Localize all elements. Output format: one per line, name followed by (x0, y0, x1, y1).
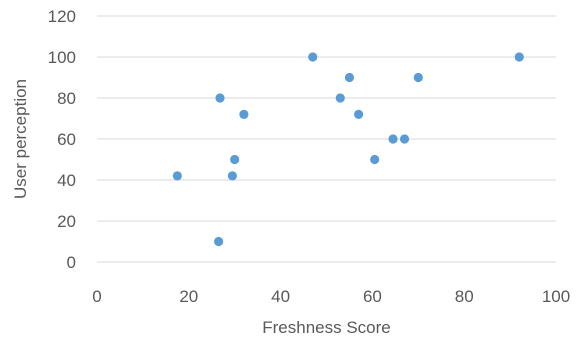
data-point (354, 109, 364, 119)
data-point (335, 93, 345, 103)
data-point (413, 72, 423, 83)
x-tick-label: 40 (271, 287, 290, 306)
x-tick-label: 80 (455, 287, 474, 306)
data-point (214, 236, 224, 247)
y-axis-title: User perception (11, 79, 30, 199)
y-tick-label: 40 (57, 171, 76, 190)
y-tick-label: 60 (57, 130, 76, 149)
data-point (230, 154, 240, 165)
x-tick-labels: 0 20 40 60 80 100 (92, 287, 570, 306)
gridlines (97, 15, 556, 222)
y-tick-label: 20 (57, 212, 76, 231)
data-point (388, 134, 398, 144)
data-point (215, 93, 225, 103)
x-tick-label: 0 (92, 287, 101, 306)
x-tick-label: 20 (179, 287, 198, 306)
data-points (172, 52, 524, 247)
y-tick-label: 0 (67, 253, 76, 272)
data-point (370, 154, 380, 165)
y-tick-label: 80 (57, 89, 76, 108)
data-point (172, 171, 182, 181)
y-tick-label: 120 (48, 7, 76, 26)
data-point (227, 171, 238, 181)
x-axis-title: Freshness Score (262, 318, 391, 337)
x-tick-label: 60 (363, 287, 382, 306)
data-point (399, 134, 410, 144)
x-tick-label: 100 (542, 287, 570, 306)
data-point (308, 52, 318, 62)
data-point (514, 52, 524, 62)
data-point (344, 72, 355, 83)
y-tick-label: 100 (48, 48, 76, 67)
data-point (239, 109, 249, 119)
y-tick-labels: 0 20 40 60 80 100 120 (48, 7, 76, 272)
